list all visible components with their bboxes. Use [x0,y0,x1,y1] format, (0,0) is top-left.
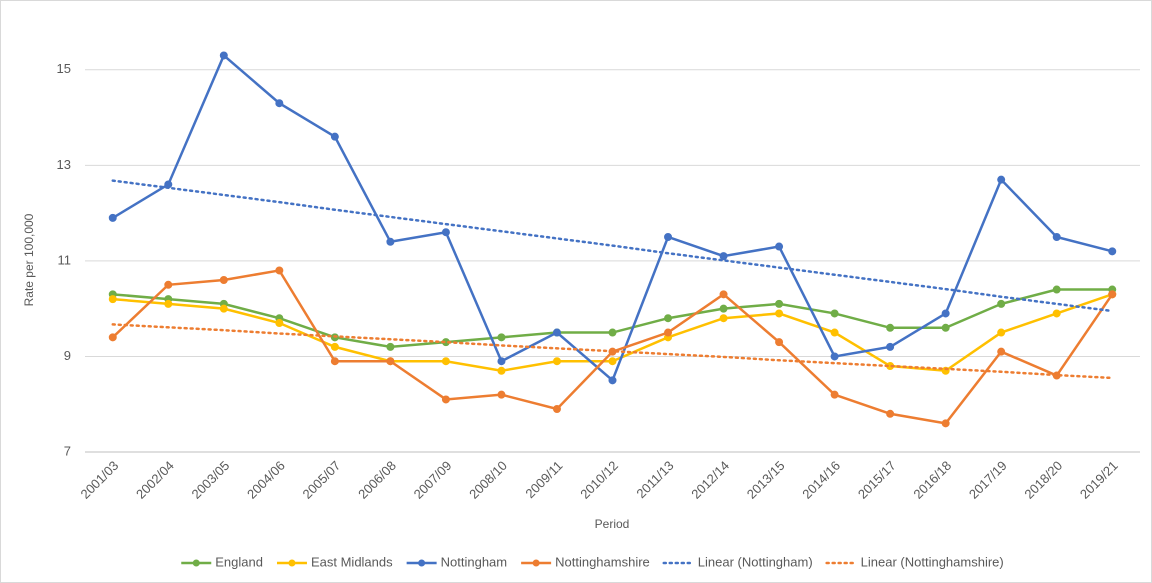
point [219,276,228,284]
legend-label: Nottinghamshire [555,554,650,569]
point [830,390,839,399]
point [719,304,728,313]
point [664,328,673,337]
point [1052,233,1061,241]
legend-item: Linear (Nottingham) [662,554,813,569]
legend-item: Nottinghamshire [521,554,650,569]
point [941,323,950,332]
point [941,309,950,318]
point [608,328,617,337]
point [775,242,784,251]
trend-line [111,323,1114,380]
point [886,323,895,332]
point [886,342,895,351]
point [219,51,228,60]
point [775,299,784,308]
legend-item: Nottingham [406,554,507,569]
point [497,357,506,366]
point [497,366,506,375]
legend-label: East Midlands [311,554,393,569]
point [608,376,617,385]
point [108,333,117,342]
point [1052,309,1061,318]
point [330,342,339,351]
point [330,132,339,141]
y-tick-label: 9 [64,348,71,363]
point [886,409,895,418]
point [830,328,839,337]
y-tick-label: 7 [64,443,71,458]
point [441,357,450,366]
y-tick-label: 13 [57,157,71,172]
point [830,309,839,318]
point [275,319,284,327]
point [719,314,728,323]
point [275,99,284,108]
legend-label: England [215,554,263,569]
point [664,314,673,323]
legend-item: England [181,554,263,569]
point [164,280,173,289]
trend-line [111,179,1114,313]
point [275,266,284,275]
point [1052,285,1061,294]
legend: England East Midlands Nottingham Nottingham… [181,554,1004,569]
point [386,237,395,246]
point [941,419,950,428]
legend-marker [192,559,200,567]
point [552,328,561,337]
point [775,338,784,347]
legend-label: Linear (Nottingham) [698,554,813,569]
y-tick-label: 15 [57,61,71,76]
legend-marker [288,559,296,567]
point [775,309,784,318]
point [441,228,450,237]
point [664,233,673,241]
legend-label: Nottingham [441,554,507,569]
legend-marker [418,559,426,567]
point [386,357,395,366]
x-axis-title: Period [595,517,630,531]
legend-marker [532,559,540,567]
y-tick-label: 11 [58,252,72,267]
point [497,333,506,342]
point [552,357,561,366]
point [219,304,228,313]
point [552,405,561,413]
y-axis-title: Rate per 100,000 [22,213,36,306]
legend-item: East Midlands [276,554,393,569]
point [497,390,506,399]
point [108,213,117,222]
point [1108,290,1117,299]
point [108,295,117,304]
point [164,299,173,308]
point [1108,247,1117,256]
point [330,357,339,366]
point [830,352,839,361]
point [719,252,728,261]
legend-label: Linear (Nottinghamshire) [861,554,1004,569]
point [386,342,395,351]
point [441,395,450,404]
legend-item: Linear (Nottinghamshire) [825,554,1004,569]
point [997,175,1006,184]
point [997,328,1006,337]
point [608,357,617,366]
point [997,299,1006,308]
point [719,290,728,299]
point [997,347,1006,356]
